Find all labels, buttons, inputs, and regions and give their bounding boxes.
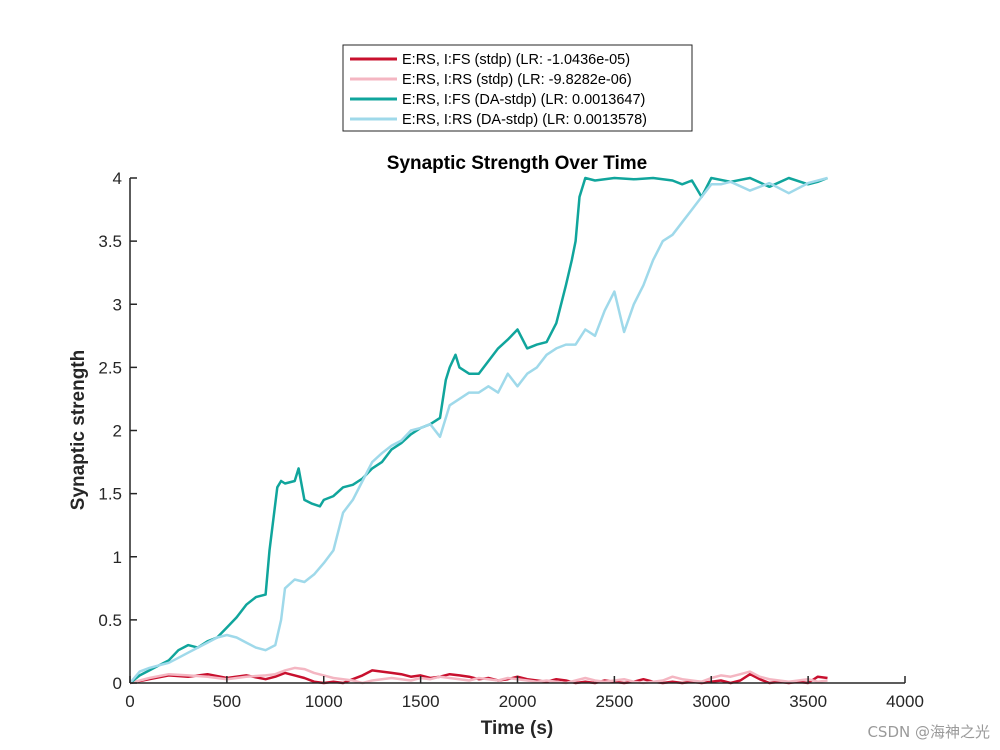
series-group xyxy=(129,176,828,685)
x-tick-label: 2500 xyxy=(595,692,633,711)
x-tick-label: 3500 xyxy=(789,692,827,711)
y-tick-label: 0 xyxy=(113,674,122,693)
x-axis-title: Time (s) xyxy=(481,718,554,739)
chart-title: Synaptic Strength Over Time xyxy=(387,153,647,174)
x-tick-label: 0 xyxy=(125,692,134,711)
watermark: CSDN @海神之光 xyxy=(867,723,990,741)
legend-box xyxy=(342,44,693,132)
y-tick-label: 1.5 xyxy=(98,485,122,504)
legend-label-3: E:RS, I:FS (DA-stdp) (LR: 0.0013647) xyxy=(402,92,645,108)
legend-label-1: E:RS, I:FS (stdp) (LR: -1.0436e-05) xyxy=(402,52,630,68)
legend-label-2: E:RS, I:RS (stdp) (LR: -9.8282e-06) xyxy=(402,72,632,88)
y-tick-label: 4 xyxy=(113,169,122,188)
y-tick-label: 2 xyxy=(113,422,122,441)
x-tick-label: 2000 xyxy=(499,692,537,711)
x-tick-label: 1000 xyxy=(305,692,343,711)
x-tick-label: 1500 xyxy=(402,692,440,711)
series-line-3 xyxy=(129,176,828,684)
series-line-4 xyxy=(129,176,828,684)
y-axis-title: Synaptic strength xyxy=(68,350,89,510)
y-tick-label: 2.5 xyxy=(98,358,122,377)
y-tick-label: 3.5 xyxy=(98,232,122,251)
series-line-2 xyxy=(129,666,828,685)
y-tick-label: 3 xyxy=(113,295,122,314)
y-ticks: 0 0.5 1 1.5 2 2.5 3 3.5 4 xyxy=(98,169,137,693)
legend-label-4: E:RS, I:RS (DA-stdp) (LR: 0.0013578) xyxy=(402,112,647,128)
y-tick-label: 0.5 xyxy=(98,611,122,630)
x-ticks: 0 500 1000 1500 2000 2500 3000 3500 4000 xyxy=(125,676,924,711)
legend: E:RS, I:FS (stdp) (LR: -1.0436e-05) E:RS,… xyxy=(342,44,693,132)
x-tick-label: 500 xyxy=(213,692,241,711)
x-tick-label: 3000 xyxy=(692,692,730,711)
y-tick-label: 1 xyxy=(113,548,122,567)
x-tick-label: 4000 xyxy=(886,692,924,711)
axes: 0 500 1000 1500 2000 2500 3000 3500 4000 0 0.5 1 1.… xyxy=(98,169,924,711)
